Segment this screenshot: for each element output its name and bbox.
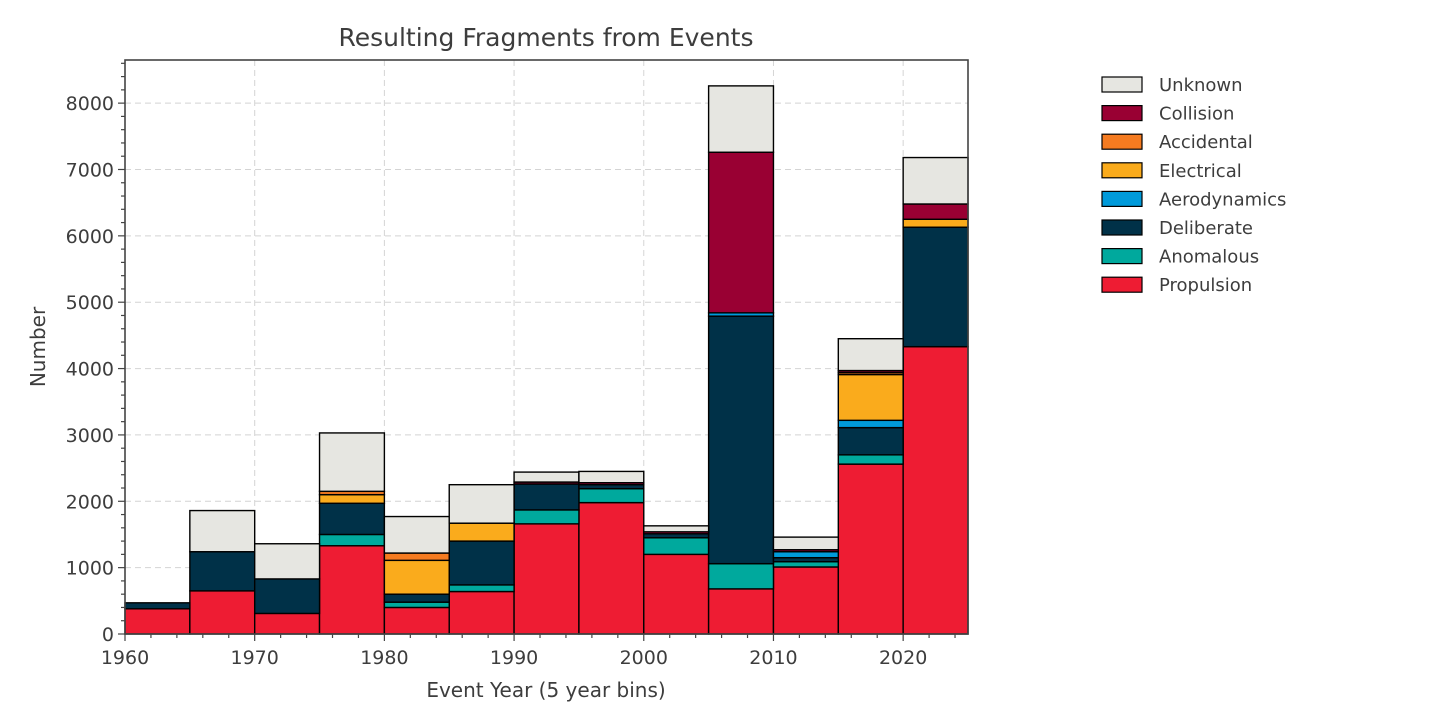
y-tick-label: 8000 <box>66 93 114 115</box>
bar-propulsion-1965 <box>189 590 256 635</box>
bar-deliberate-2015 <box>837 426 904 456</box>
bar-anomalous-1990 <box>513 509 580 525</box>
bar-propulsion-1985 <box>448 590 515 635</box>
bar-unknown-2010 <box>772 536 840 551</box>
y-tick-label: 7000 <box>66 159 114 181</box>
bar-unknown-2015 <box>837 338 904 372</box>
x-tick-label: 1990 <box>490 647 538 669</box>
bar-unknown-2000 <box>643 525 710 533</box>
x-tick-label: 1980 <box>360 647 408 669</box>
bar-deliberate-1980 <box>383 593 450 603</box>
legend-label-deliberate: Deliberate <box>1159 218 1253 239</box>
y-tick-label: 0 <box>102 624 114 646</box>
bars <box>124 85 969 635</box>
legend-label-collision: Collision <box>1159 104 1234 125</box>
bar-propulsion-2010 <box>772 566 840 635</box>
legend-label-anomalous: Anomalous <box>1159 247 1259 268</box>
x-axis-label: Event Year (5 year bins) <box>426 678 665 702</box>
bar-unknown-2005 <box>707 85 775 153</box>
legend-swatch-unknown <box>1101 76 1143 93</box>
y-tick-label: 2000 <box>66 491 114 513</box>
bar-anomalous-1975 <box>318 533 386 547</box>
legend-swatch-anomalous <box>1101 248 1143 265</box>
legend-swatch-collision <box>1101 104 1143 122</box>
legend: Unknown Collision Accidental Electrical Aero… <box>1101 75 1286 296</box>
x-tick-label: 1960 <box>101 647 149 669</box>
bar-propulsion-2020 <box>902 345 969 635</box>
bar-propulsion-1970 <box>253 612 321 635</box>
bar-deliberate-1990 <box>513 483 580 511</box>
bar-deliberate-1965 <box>189 551 256 592</box>
x-axis: 1960 1970 1980 1990 2000 2010 2020 <box>101 634 956 669</box>
legend-swatch-deliberate <box>1101 219 1143 236</box>
bar-propulsion-1960 <box>124 608 191 635</box>
bar-deliberate-1970 <box>253 578 321 615</box>
bar-propulsion-2000 <box>643 553 710 635</box>
bar-anomalous-2010 <box>772 560 840 568</box>
bar-unknown-1985 <box>448 483 515 524</box>
plot-frame <box>124 59 969 635</box>
bar-deliberate-2020 <box>902 226 969 348</box>
bar-electrical-2015 <box>837 373 904 422</box>
x-tick-label: 1970 <box>231 647 279 669</box>
legend-swatch-propulsion <box>1101 276 1143 293</box>
bar-electrical-1980 <box>383 559 450 595</box>
bar-deliberate-1960 <box>124 602 191 610</box>
bar-propulsion-2005 <box>707 588 775 635</box>
bar-unknown-1995 <box>578 470 645 484</box>
bar-accidental-1980 <box>383 552 450 562</box>
bar-electrical-1975 <box>318 493 386 504</box>
legend-swatch-accidental <box>1101 133 1143 150</box>
bar-deliberate-1975 <box>318 502 386 536</box>
legend-label-propulsion: Propulsion <box>1159 275 1252 296</box>
x-tick-label: 2020 <box>879 647 927 669</box>
y-tick-label: 4000 <box>66 359 114 381</box>
x-tick-label: 2010 <box>749 647 797 669</box>
legend-label-unknown: Unknown <box>1159 75 1243 96</box>
y-tick-label: 6000 <box>66 226 114 248</box>
bar-deliberate-1985 <box>448 540 515 586</box>
bar-electrical-1985 <box>448 522 515 542</box>
bar-anomalous-1985 <box>448 584 515 593</box>
y-axis-label: Number <box>26 306 50 387</box>
bar-propulsion-1975 <box>318 545 386 635</box>
bar-propulsion-2015 <box>837 463 904 635</box>
bar-aerodynamics-2015 <box>837 419 904 429</box>
legend-label-accidental: Accidental <box>1159 132 1253 153</box>
bar-unknown-1990 <box>513 471 580 483</box>
bar-unknown-1970 <box>253 543 321 580</box>
bar-anomalous-2000 <box>643 537 710 556</box>
bar-anomalous-2015 <box>837 454 904 465</box>
bar-propulsion-1995 <box>578 501 645 635</box>
bar-electrical-2020 <box>902 218 969 228</box>
legend-swatch-electrical <box>1101 162 1143 179</box>
legend-swatch-aerodynamics <box>1101 190 1143 207</box>
legend-label-electrical: Electrical <box>1159 161 1242 182</box>
bar-anomalous-1980 <box>383 601 450 609</box>
y-tick-label: 3000 <box>66 425 114 447</box>
bar-anomalous-2005 <box>707 562 775 590</box>
bar-propulsion-1990 <box>513 523 580 635</box>
y-tick-label: 5000 <box>66 292 114 314</box>
bar-unknown-1965 <box>189 509 256 553</box>
bar-unknown-2020 <box>902 156 969 205</box>
chart-title: Resulting Fragments from Events <box>338 23 753 52</box>
legend-label-aerodynamics: Aerodynamics <box>1159 189 1286 210</box>
bar-deliberate-2005 <box>707 315 775 565</box>
bar-collision-2020 <box>902 203 969 220</box>
bar-aerodynamics-2010 <box>772 551 840 559</box>
bar-collision-2005 <box>707 151 775 314</box>
bar-unknown-1975 <box>318 432 386 493</box>
y-tick-label: 1000 <box>66 558 114 580</box>
y-axis: 0 1000 2000 3000 4000 5000 6000 7000 8000 <box>66 62 125 646</box>
bar-unknown-1980 <box>383 515 450 554</box>
bar-anomalous-1995 <box>578 487 645 504</box>
x-tick-label: 2000 <box>620 647 668 669</box>
bar-propulsion-1980 <box>383 606 450 635</box>
